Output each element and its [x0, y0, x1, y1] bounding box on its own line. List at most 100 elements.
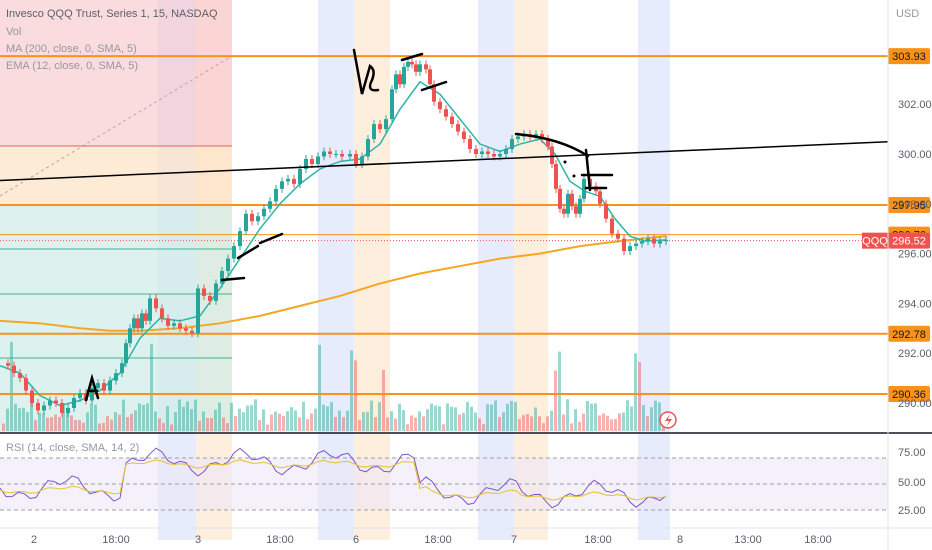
volume-bar	[318, 344, 321, 431]
candle	[214, 283, 218, 301]
candle	[262, 208, 266, 217]
volume-bar	[658, 402, 661, 431]
time-tick: 18:00	[804, 534, 832, 546]
volume-bar	[102, 422, 105, 431]
volume-bar	[222, 417, 225, 431]
volume-bar	[254, 399, 257, 431]
volume-bar	[534, 407, 537, 431]
price-axis[interactable]: 303.93297.95296.76292.78290.36QQQ296.523…	[659, 0, 932, 550]
volume-bar	[274, 411, 277, 431]
rsi-line	[0, 447, 667, 509]
volume-bar	[262, 409, 265, 431]
volume-bar	[646, 416, 649, 431]
volume-bar	[550, 410, 553, 431]
time-axis[interactable]: 2 18:00 3 18:00 6 18:00 7 18:00 8 13:00 18:00	[0, 527, 932, 546]
candle	[622, 238, 626, 252]
volume-bar	[162, 422, 165, 431]
candle	[256, 216, 260, 222]
volume-bar	[606, 415, 609, 431]
candle	[108, 380, 112, 391]
candle	[562, 208, 566, 214]
candle	[244, 213, 248, 232]
level-tag	[888, 325, 930, 342]
volume-bar	[526, 414, 529, 431]
trendline[interactable]	[0, 141, 889, 182]
hand-drawings	[84, 48, 614, 402]
candle	[456, 124, 460, 132]
volume-bar	[390, 411, 393, 431]
candle	[444, 109, 448, 117]
volume-bar	[6, 408, 9, 431]
ma-200-line	[0, 235, 667, 332]
candle	[328, 151, 332, 154]
rsi-tick: 25.00	[898, 505, 926, 517]
candle	[360, 156, 364, 164]
volume-bar	[474, 412, 477, 431]
time-tick: 18:00	[266, 534, 294, 546]
candle	[292, 178, 296, 184]
volume-bar	[594, 403, 597, 431]
candle	[578, 198, 582, 214]
candle	[378, 124, 382, 130]
candle	[154, 298, 158, 309]
volume-bar	[50, 417, 53, 431]
currency-label: USD	[896, 8, 920, 20]
time-tick: 18:00	[584, 534, 612, 546]
rsi-tick: 50.00	[898, 477, 926, 489]
volume-bar	[454, 407, 457, 431]
candle	[226, 258, 230, 272]
volume-bar	[602, 413, 605, 431]
volume-bar	[166, 406, 169, 431]
volume-bar	[626, 400, 629, 431]
candle	[546, 139, 550, 147]
candle	[18, 373, 22, 379]
volume-bar	[546, 416, 549, 431]
volume-bar	[58, 416, 61, 431]
volume-bar	[250, 405, 253, 431]
volume-bar	[506, 403, 509, 431]
volume-bar	[194, 399, 197, 431]
volume-bar	[650, 407, 653, 431]
candle	[604, 203, 608, 219]
volume-bar	[442, 424, 445, 431]
volume-bar	[54, 414, 57, 431]
volume-bar	[66, 409, 69, 431]
candle	[102, 383, 106, 391]
level-tag	[888, 197, 930, 214]
volume-bar	[286, 411, 289, 431]
candle	[402, 66, 406, 85]
candle	[354, 154, 358, 164]
volume-bar	[182, 406, 185, 431]
ink-stroke	[352, 48, 380, 95]
candle	[390, 89, 394, 120]
ink-dot	[563, 160, 567, 164]
volume-bar	[306, 419, 309, 431]
candle	[196, 288, 200, 334]
candle	[72, 398, 76, 408]
volume-bar	[382, 369, 385, 431]
candle	[372, 124, 376, 140]
candle	[438, 101, 442, 110]
volume-bar	[618, 413, 621, 431]
candle	[462, 131, 466, 140]
volume-bar	[86, 412, 89, 431]
volume-bar	[482, 424, 485, 431]
volume-bar	[398, 403, 401, 431]
candle	[424, 64, 428, 70]
candle	[66, 407, 70, 413]
candle	[574, 206, 578, 214]
candle	[570, 193, 574, 207]
last-price-symbol: QQQ	[862, 236, 888, 248]
candle	[250, 213, 254, 222]
candle	[598, 191, 602, 204]
candle	[90, 388, 94, 401]
horizontal-levels[interactable]	[0, 55, 888, 396]
volume-bar	[518, 418, 521, 431]
volume-bar	[478, 418, 481, 431]
level-tag	[888, 386, 930, 403]
candle	[268, 201, 272, 209]
volume-bar	[430, 403, 433, 431]
ink-dot	[572, 174, 576, 178]
candle	[534, 134, 538, 137]
